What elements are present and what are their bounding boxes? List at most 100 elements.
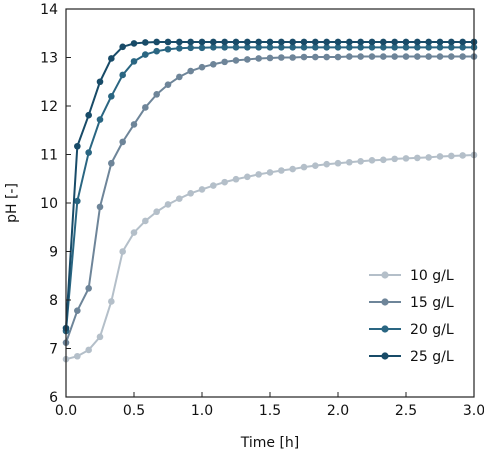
x-axis: 0.0 0.5 1.0 1.5 2.0 2.5 3.0: [55, 392, 484, 419]
data-point: [380, 156, 387, 164]
data-point: [323, 44, 330, 51]
data-point: [176, 195, 183, 202]
data-point: [85, 346, 92, 354]
data-point: [357, 44, 364, 51]
data-point: [380, 53, 387, 60]
data-point: [323, 53, 330, 61]
legend-label: 20 g/L: [410, 322, 454, 338]
data-point: [391, 53, 398, 60]
data-point: [232, 38, 240, 46]
data-point: [289, 54, 296, 61]
data-point: [244, 44, 251, 51]
data-point: [436, 53, 444, 60]
data-point: [74, 352, 81, 360]
x-tick-label: 1.0: [191, 403, 213, 419]
data-point: [210, 44, 217, 51]
data-point: [448, 53, 455, 60]
data-point: [96, 203, 104, 211]
data-point: [368, 44, 376, 51]
data-point: [244, 173, 251, 181]
data-point: [334, 159, 342, 167]
data-point: [153, 38, 160, 46]
data-point: [459, 38, 466, 46]
data-point: [119, 138, 126, 146]
data-point: [425, 44, 432, 51]
data-point: [221, 44, 228, 51]
data-point: [210, 60, 217, 68]
data-point: [312, 38, 319, 46]
data-point: [74, 142, 81, 150]
data-point: [142, 39, 149, 46]
legend-label: 25 g/L: [410, 349, 454, 365]
series-layer: [62, 38, 478, 363]
data-point: [119, 71, 126, 79]
data-point: [300, 44, 308, 51]
x-tick-label: 0.0: [55, 403, 77, 419]
y-tick-label: 14: [40, 2, 58, 18]
data-point: [130, 58, 138, 65]
data-point: [164, 81, 172, 88]
x-tick-label: 0.5: [123, 403, 145, 419]
x-tick-label: 1.5: [259, 403, 281, 419]
data-point: [278, 44, 285, 51]
data-point: [436, 44, 444, 51]
data-point: [153, 91, 160, 98]
data-point: [266, 169, 274, 176]
data-point: [402, 38, 410, 46]
data-point: [391, 44, 398, 51]
data-point: [346, 53, 353, 60]
data-point: [312, 162, 319, 169]
series-line: [65, 40, 474, 329]
data-point: [244, 38, 251, 46]
data-point: [130, 40, 138, 47]
data-point: [119, 248, 126, 255]
data-point: [448, 38, 455, 46]
y-tick-label: 12: [40, 99, 58, 115]
data-point: [164, 201, 172, 208]
data-point: [425, 53, 432, 60]
data-point: [232, 57, 240, 64]
data-point: [346, 44, 353, 51]
legend-item: 10 g/L: [369, 268, 454, 284]
data-point: [187, 190, 194, 197]
x-axis-title: Time [h]: [240, 435, 300, 451]
data-point: [312, 44, 319, 51]
data-point: [108, 298, 115, 305]
data-point: [96, 78, 104, 86]
y-tick-label: 7: [49, 342, 58, 358]
data-point: [368, 157, 376, 164]
legend-item: 15 g/L: [369, 295, 454, 311]
data-point: [368, 53, 376, 60]
data-point: [459, 53, 466, 60]
data-point: [153, 208, 160, 216]
data-point: [323, 38, 330, 46]
data-point: [266, 38, 274, 46]
series-3: [62, 38, 478, 332]
data-point: [198, 63, 206, 71]
y-axis: 6 7 8 9 10 11 12 13 14: [40, 2, 71, 406]
data-point: [232, 175, 240, 183]
plot-frame: [65, 8, 475, 398]
data-point: [289, 165, 296, 173]
data-point: [436, 38, 444, 46]
data-point: [414, 154, 421, 162]
data-point: [85, 285, 92, 292]
data-point: [266, 44, 274, 51]
data-point: [346, 158, 353, 166]
data-point: [108, 159, 115, 167]
data-point: [300, 163, 308, 171]
data-point: [380, 38, 387, 46]
data-point: [130, 229, 138, 236]
y-axis-title: pH [-]: [4, 183, 20, 223]
data-point: [74, 197, 81, 205]
data-point: [85, 111, 92, 119]
data-point: [391, 155, 398, 163]
data-point: [357, 157, 364, 165]
x-tick-label: 2.5: [395, 403, 417, 419]
data-point: [414, 38, 421, 46]
data-point: [334, 38, 342, 46]
data-point: [459, 44, 466, 51]
data-point: [436, 153, 444, 160]
series-2: [62, 44, 478, 335]
